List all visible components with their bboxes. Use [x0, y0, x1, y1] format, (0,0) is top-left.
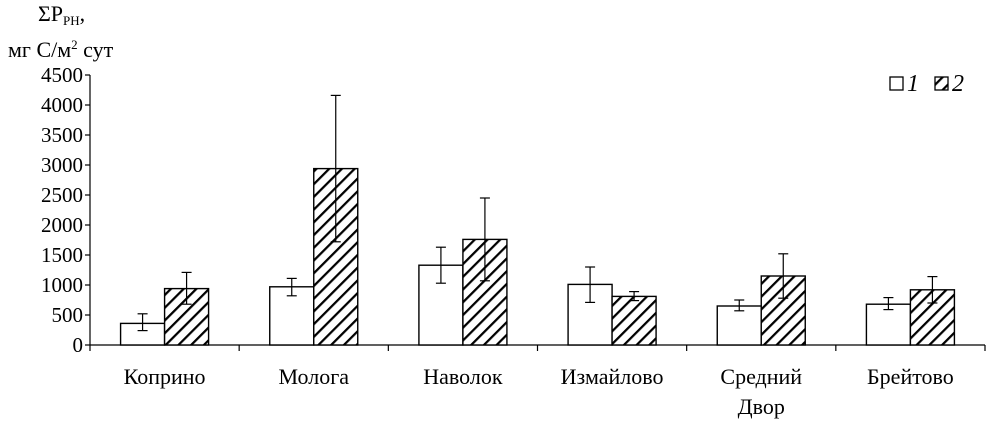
x-category-label: Молога	[279, 364, 350, 389]
y-tick-label: 0	[73, 333, 84, 357]
legend-swatch-1	[889, 76, 904, 91]
y-tick-label: 4500	[41, 63, 83, 87]
x-category-label: Брейтово	[867, 364, 954, 389]
y-tick-label: 3500	[41, 123, 83, 147]
y-tick-label: 1500	[41, 243, 83, 267]
x-category-label: Наволок	[423, 364, 503, 389]
y-axis-units-prefix: мг С/м	[8, 37, 72, 62]
axes: 0 500 1000 1500 2000 2500 3000 3500 4000 4500	[41, 63, 986, 357]
bar-series-1	[865, 303, 912, 346]
bar-series-2	[611, 295, 657, 346]
y-tick-label: 2500	[41, 183, 83, 207]
bar-series-1	[716, 305, 762, 346]
y-tick-label: 1000	[41, 273, 83, 297]
y-axis-comma: ,	[79, 1, 86, 26]
legend-label-2: 2	[952, 71, 964, 97]
y-axis-units-power: 2	[71, 37, 78, 52]
y-tick-label: 2000	[41, 213, 83, 237]
legend-label-1: 1	[907, 71, 919, 97]
y-tick-label: 500	[52, 303, 84, 327]
y-axis-subscript: PH	[63, 13, 80, 28]
category-labels: Коприно Молога Наволок Измайлово Средний Двор…	[124, 364, 954, 419]
y-axis-units-suffix: сут	[77, 37, 114, 62]
y-axis-symbol: ΣP	[38, 1, 64, 26]
x-category-label: Измайлово	[561, 364, 664, 389]
y-axis-units: мг С/м2 сут	[8, 37, 113, 62]
y-tick-label: 4000	[41, 93, 83, 117]
x-category-label: Коприно	[124, 364, 206, 389]
y-axis-label: ΣPPH, мг С/м2 сут	[8, 2, 113, 62]
bars	[119, 94, 956, 346]
legend-swatch-2	[934, 76, 949, 91]
x-category-label: Двор	[738, 394, 785, 419]
y-tick-label: 3000	[41, 153, 83, 177]
x-category-label: Средний	[720, 364, 802, 389]
